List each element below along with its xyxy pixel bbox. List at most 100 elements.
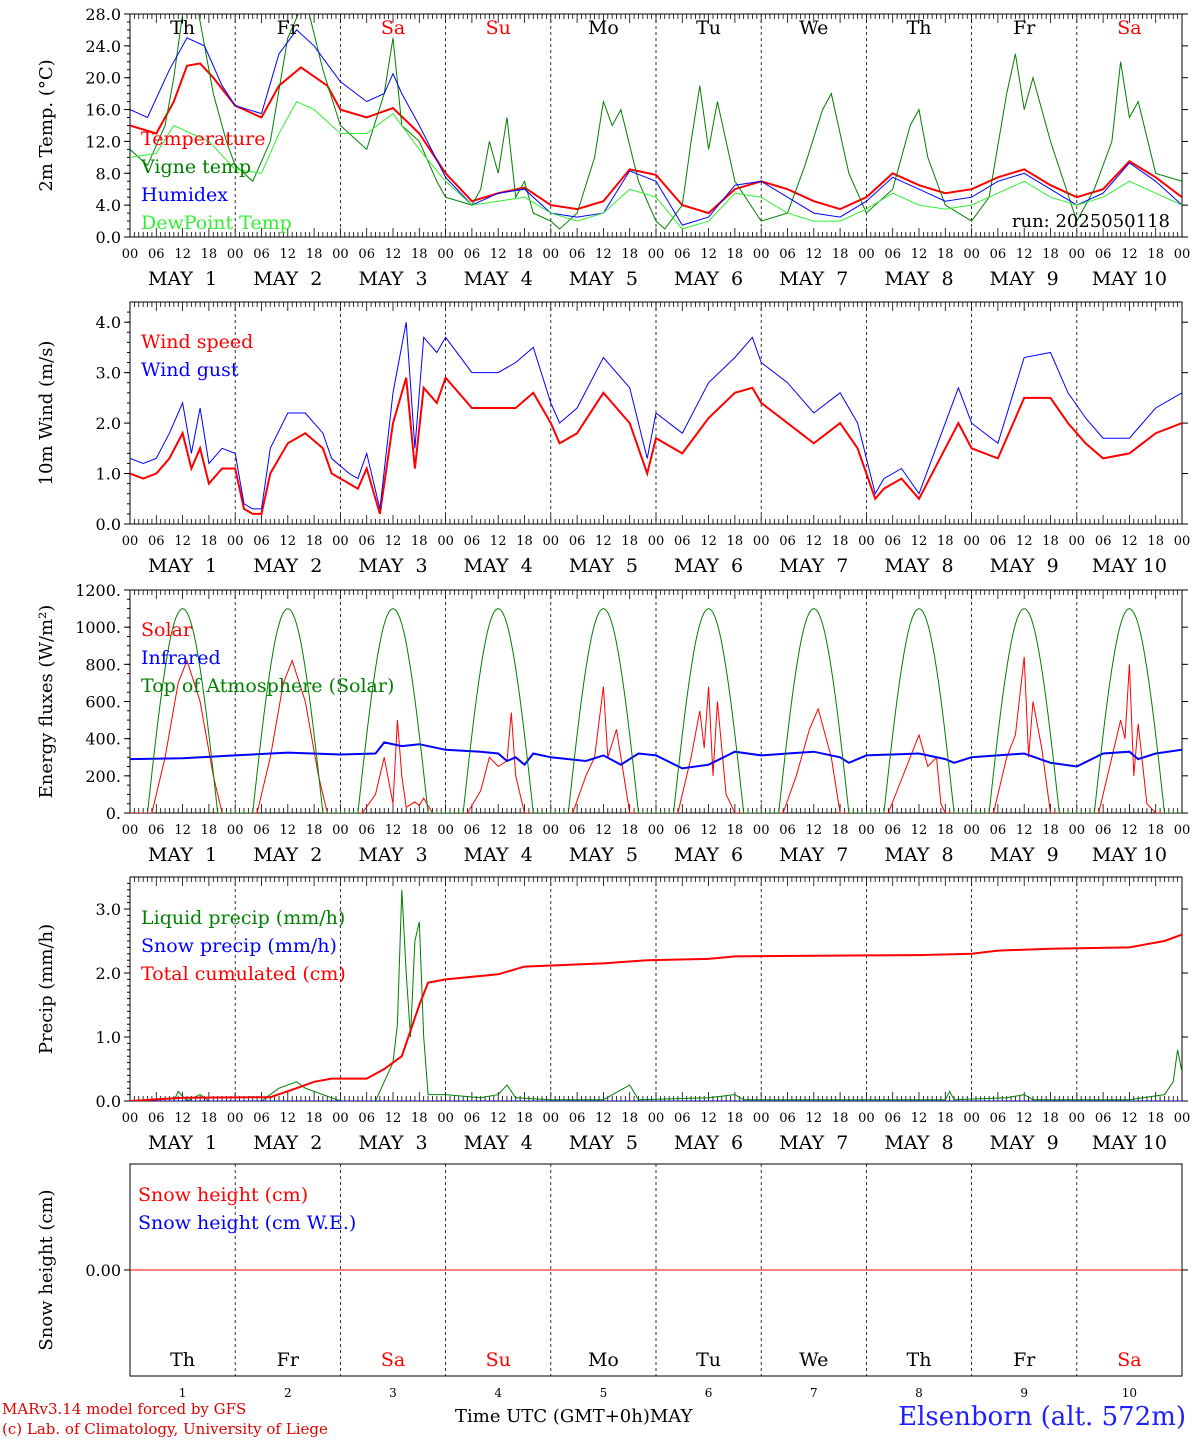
weekday-label-bottom: Sa (381, 1349, 405, 1371)
hour-label: 06 (990, 1111, 1007, 1126)
y-tick-label: 0. (106, 804, 121, 823)
hour-label: 12 (700, 1111, 717, 1126)
legend-entry: Snow height (cm W.E.) (138, 1212, 356, 1234)
hour-label: 00 (1174, 247, 1191, 262)
hour-label: 00 (332, 534, 349, 549)
hour-label: 12 (1121, 823, 1138, 838)
hour-label: 06 (674, 247, 691, 262)
date-label: MAY 2 (253, 555, 322, 577)
y-tick-label: 2.0 (96, 964, 121, 983)
hour-label: 18 (1042, 247, 1059, 262)
hour-label: 06 (569, 534, 586, 549)
hour-label: 18 (1147, 1111, 1164, 1126)
hour-label: 06 (779, 247, 796, 262)
hour-label: 00 (1069, 534, 1086, 549)
energy-panel (124, 589, 1188, 814)
weekday-label-bottom: Sa (1117, 1349, 1141, 1371)
hour-label: 00 (858, 247, 875, 262)
legend-entry: Infrared (141, 647, 221, 669)
hour-label: 00 (1069, 823, 1086, 838)
hour-label: 00 (227, 1111, 244, 1126)
day-number: 2 (284, 1386, 292, 1400)
hour-label: 06 (779, 823, 796, 838)
date-label: MAY 8 (884, 555, 953, 577)
hour-label: 12 (385, 247, 402, 262)
y-tick-label: 24.0 (85, 37, 121, 56)
date-label: MAY 10 (1092, 1132, 1167, 1154)
weekday-label-bottom: Su (486, 1349, 511, 1371)
hour-label: 00 (648, 823, 665, 838)
hour-label: 12 (280, 534, 297, 549)
legend-entry: Solar (141, 619, 193, 641)
hour-label: 12 (1016, 823, 1033, 838)
hour-label: 00 (437, 1111, 454, 1126)
snow-panel (124, 1163, 1188, 1377)
wind-gust-line (130, 322, 1182, 510)
date-label: MAY 3 (358, 1132, 427, 1154)
legend-entry: Temperature (141, 128, 265, 150)
day-number: 4 (494, 1386, 502, 1400)
weekday-label-bottom: Mo (588, 1349, 619, 1371)
date-label: MAY 7 (779, 268, 848, 290)
humidex-line (130, 29, 1182, 226)
y-tick-label: 400. (85, 730, 121, 749)
hour-label: 12 (385, 1111, 402, 1126)
hour-label: 12 (385, 534, 402, 549)
hour-label: 12 (595, 823, 612, 838)
date-label: MAY 3 (358, 555, 427, 577)
snow-ylabel: Snow height (cm) (36, 1189, 57, 1350)
hour-label: 06 (884, 534, 901, 549)
hour-label: 00 (963, 247, 980, 262)
date-label: MAY 7 (779, 844, 848, 866)
hour-label: 06 (884, 1111, 901, 1126)
hour-label: 18 (1042, 1111, 1059, 1126)
hour-label: 18 (727, 1111, 744, 1126)
hour-label: 18 (1147, 247, 1164, 262)
hour-label: 18 (832, 534, 849, 549)
y-tick-label: 1.0 (96, 465, 121, 484)
hour-label: 06 (674, 1111, 691, 1126)
hour-label: 00 (648, 1111, 665, 1126)
legend-entry: DewPoint Temp (141, 212, 292, 234)
hour-label: 06 (1095, 823, 1112, 838)
hour-label: 00 (858, 823, 875, 838)
hour-label: 18 (937, 534, 954, 549)
hour-label: 00 (1069, 247, 1086, 262)
hour-label: 06 (148, 823, 165, 838)
y-tick-label: 0.0 (96, 228, 121, 247)
legend-entry: Wind speed (141, 331, 253, 353)
weekday-label: Sa (1117, 17, 1141, 39)
hour-label: 06 (1095, 247, 1112, 262)
hour-label: 06 (464, 247, 481, 262)
hour-label: 18 (516, 823, 533, 838)
hour-label: 00 (122, 1111, 139, 1126)
hour-label: 18 (306, 1111, 323, 1126)
day-number: 3 (389, 1386, 397, 1400)
hour-label: 00 (648, 247, 665, 262)
y-tick-label: 800. (85, 655, 121, 674)
hour-label: 18 (201, 1111, 218, 1126)
hour-label: 18 (727, 534, 744, 549)
hour-label: 06 (990, 247, 1007, 262)
y-tick-label: 1200. (75, 581, 121, 600)
hour-label: 18 (937, 823, 954, 838)
hour-label: 18 (727, 823, 744, 838)
hour-label: 18 (306, 534, 323, 549)
hour-label: 12 (490, 1111, 507, 1126)
date-label: MAY 3 (358, 844, 427, 866)
weekday-label-bottom: Fr (277, 1349, 300, 1371)
hour-label: 06 (148, 534, 165, 549)
y-tick-label: 0.00 (85, 1261, 121, 1280)
legend-entry: Top of Atmosphere (Solar) (141, 675, 394, 697)
y-tick-label: 0.0 (96, 1092, 121, 1111)
hour-label: 18 (516, 247, 533, 262)
weekday-label: Fr (1013, 17, 1036, 39)
hour-label: 12 (806, 534, 823, 549)
y-tick-label: 4.0 (96, 313, 121, 332)
hour-label: 12 (595, 534, 612, 549)
weekday-label: Th (907, 17, 932, 39)
hour-label: 12 (1016, 247, 1033, 262)
hour-label: 18 (1042, 823, 1059, 838)
y-tick-label: 3.0 (96, 900, 121, 919)
date-label: MAY 9 (990, 555, 1059, 577)
